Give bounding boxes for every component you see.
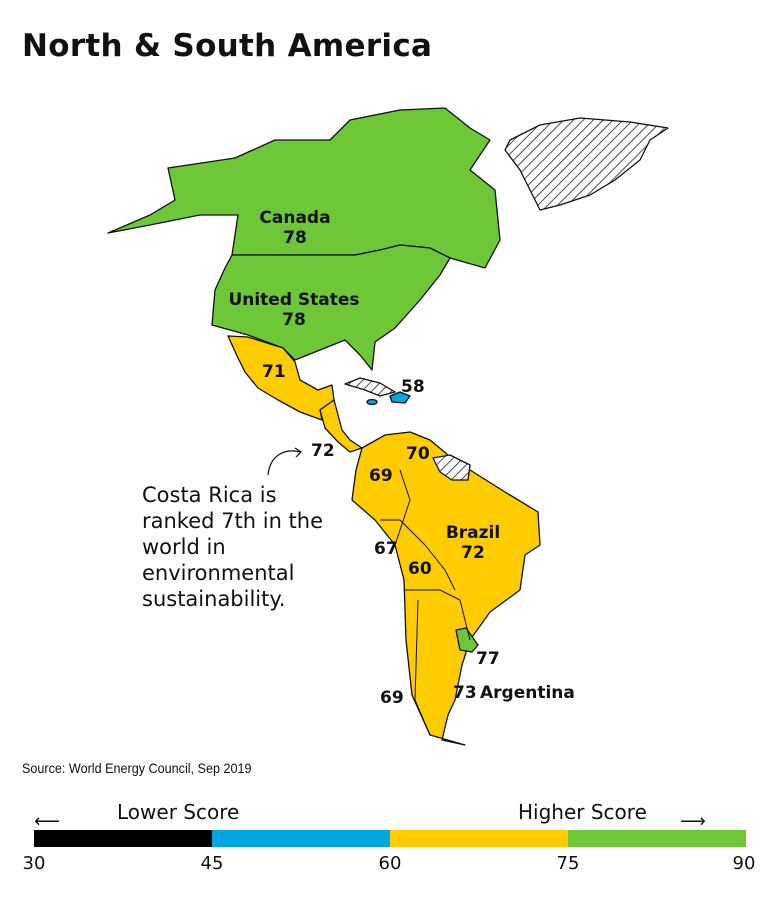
label-uruguay: 77 xyxy=(476,649,500,669)
label-united-states: United States 78 xyxy=(214,290,374,330)
region-central-america[interactable] xyxy=(319,399,363,453)
country-score: 78 xyxy=(283,228,307,248)
legend-band-75-90 xyxy=(568,830,746,847)
label-brazil: Brazil 72 xyxy=(440,523,506,563)
legend-tick: 90 xyxy=(732,853,756,874)
region-uruguay[interactable] xyxy=(455,627,479,653)
label-argentina-name: Argentina xyxy=(480,683,575,703)
greenland-no-data xyxy=(504,117,669,211)
label-canada: Canada 78 xyxy=(240,208,350,248)
legend-color-scale xyxy=(34,830,746,847)
page-title: North & South America xyxy=(22,28,433,64)
region-jamaica xyxy=(366,398,378,406)
label-peru: 67 xyxy=(374,539,398,559)
region-dominican-republic[interactable] xyxy=(389,391,411,404)
legend-tick: 45 xyxy=(200,853,224,874)
country-name: United States xyxy=(228,290,360,310)
costa-rica-note: Costa Rica is ranked 7th in the world in… xyxy=(142,483,324,611)
label-colombia: 69 xyxy=(369,466,393,486)
right-arrow-icon: ⟶ xyxy=(680,811,706,832)
legend-higher-label: Higher Score xyxy=(518,800,647,824)
country-score: 72 xyxy=(461,543,485,563)
legend-band-60-75 xyxy=(390,830,568,847)
country-score: 78 xyxy=(282,310,306,330)
legend-tick: 30 xyxy=(22,853,46,874)
country-name: Brazil xyxy=(445,523,501,543)
label-mexico: 71 xyxy=(262,362,286,382)
left-arrow-icon: ⟵ xyxy=(34,811,60,832)
label-venezuela: 70 xyxy=(406,444,430,464)
legend-tick: 60 xyxy=(378,853,402,874)
legend-tick: 75 xyxy=(556,853,580,874)
region-united-states[interactable] xyxy=(211,244,451,371)
guianas-no-data xyxy=(432,454,471,481)
label-chile: 69 xyxy=(380,688,404,708)
label-costa-rica: 72 xyxy=(311,441,335,461)
label-bolivia: 60 xyxy=(408,559,432,579)
label-argentina-score: 73 xyxy=(453,683,477,703)
legend-band-30-45 xyxy=(34,830,212,847)
region-caribbean-no-data xyxy=(344,377,396,397)
legend-lower-label: Lower Score xyxy=(117,800,240,824)
label-dominican-republic: 58 xyxy=(401,377,425,397)
legend-band-45-60 xyxy=(212,830,390,847)
country-name: Canada xyxy=(259,208,331,228)
annotation-arrow xyxy=(267,450,301,476)
source-text: Source: World Energy Council, Sep 2019 xyxy=(22,760,252,776)
